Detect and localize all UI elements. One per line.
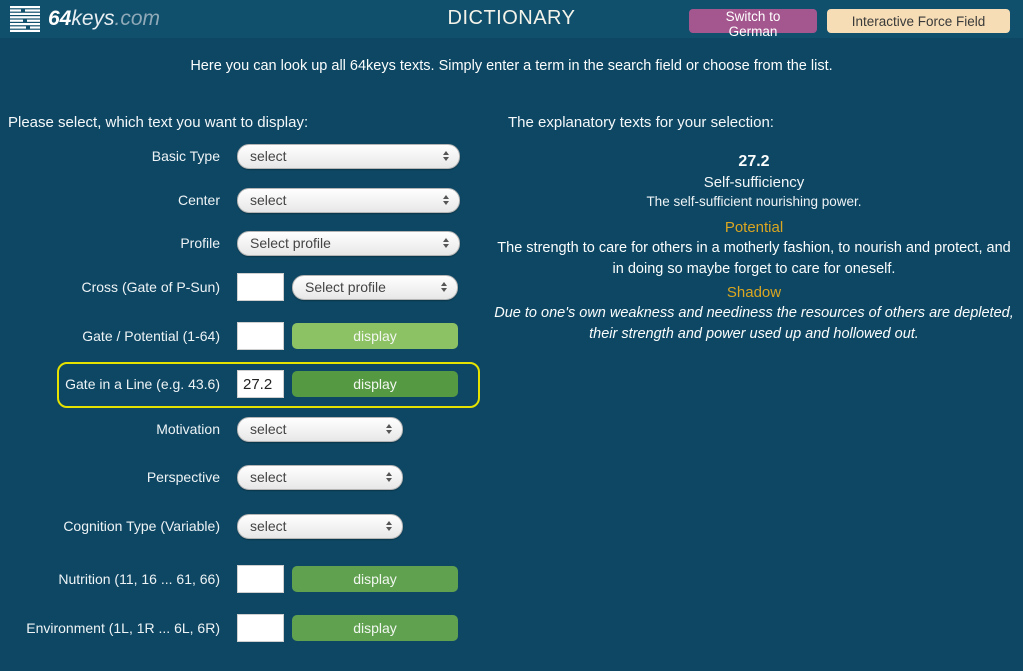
profile-select[interactable]: Select profile — [237, 230, 460, 256]
select-value: select — [250, 148, 287, 164]
row-nutrition: Nutrition (11, 16 ... 61, 66) display — [0, 557, 480, 601]
row-profile: Profile Select profile — [0, 221, 480, 265]
nutrition-input[interactable] — [237, 565, 284, 593]
row-basic-type: Basic Type select — [0, 134, 480, 178]
row-environment: Environment (1L, 1R ... 6L, 6R) display — [0, 606, 480, 650]
result-summary: The self-sufficient nourishing power. — [646, 194, 862, 209]
profile-label: Profile — [180, 235, 220, 251]
select-arrows-icon — [386, 424, 392, 434]
row-gate-in-line: Gate in a Line (e.g. 43.6) display — [0, 362, 480, 406]
intro-text: Here you can look up all 64keys texts. S… — [190, 58, 833, 74]
results-heading: The explanatory texts for your selection… — [508, 114, 774, 131]
center-select[interactable]: select — [237, 187, 460, 213]
gate-in-line-label: Gate in a Line (e.g. 43.6) — [65, 376, 220, 392]
header: 64keys.com DICTIONARY Switch to German I… — [0, 0, 1023, 39]
form-heading: Please select, which text you want to di… — [8, 114, 309, 131]
environment-label: Environment (1L, 1R ... 6L, 6R) — [26, 620, 220, 636]
gate-in-line-input[interactable] — [237, 370, 284, 398]
cross-profile-select[interactable]: Select profile — [292, 274, 458, 300]
select-value: select — [250, 518, 287, 534]
result-code: 27.2 — [738, 153, 770, 170]
nutrition-display-button[interactable]: display — [292, 566, 458, 592]
logo-64: 64 — [48, 7, 72, 30]
select-arrows-icon — [386, 521, 392, 531]
environment-input[interactable] — [237, 614, 284, 642]
shadow-text: Due to one's own weakness and neediness … — [494, 305, 1014, 342]
logo-keys: keys — [71, 7, 115, 30]
select-arrows-icon — [386, 472, 392, 482]
row-cognition: Cognition Type (Variable) select — [0, 504, 480, 548]
select-value: select — [250, 469, 287, 485]
gate-potential-display-button[interactable]: display — [292, 323, 458, 349]
select-arrows-icon — [443, 195, 449, 205]
potential-label: Potential — [724, 219, 784, 236]
logo-text: 64keys.com — [48, 5, 160, 33]
basic-type-label: Basic Type — [151, 148, 220, 164]
switch-to-german-button[interactable]: Switch to German — [689, 9, 817, 39]
potential-text: The strength to care for others in a mot… — [497, 240, 1011, 277]
logo-hexagram-icon — [10, 5, 40, 32]
interactive-force-field-button[interactable]: Interactive Force Field — [827, 9, 1010, 33]
center-label: Center — [177, 192, 220, 208]
logo[interactable]: 64keys.com — [10, 5, 160, 33]
basic-type-select[interactable]: select — [237, 143, 460, 169]
cognition-label: Cognition Type (Variable) — [63, 518, 220, 534]
perspective-select[interactable]: select — [237, 464, 403, 490]
select-value: Select profile — [305, 279, 386, 295]
motivation-label: Motivation — [156, 421, 220, 437]
logo-com: .com — [114, 7, 161, 30]
select-value: select — [250, 192, 287, 208]
row-perspective: Perspective select — [0, 455, 480, 499]
gate-potential-input[interactable] — [237, 322, 284, 350]
nutrition-label: Nutrition (11, 16 ... 61, 66) — [58, 571, 220, 587]
motivation-select[interactable]: select — [237, 416, 403, 442]
row-motivation: Motivation select — [0, 407, 480, 451]
select-value: select — [250, 421, 287, 437]
gate-in-line-display-button[interactable]: display — [292, 371, 458, 397]
select-arrows-icon — [443, 151, 449, 161]
page-title: DICTIONARY — [447, 7, 576, 29]
row-gate-potential: Gate / Potential (1-64) display — [0, 314, 480, 358]
perspective-label: Perspective — [146, 469, 220, 485]
environment-display-button[interactable]: display — [292, 615, 458, 641]
shadow-label: Shadow — [726, 284, 782, 302]
select-value: Select profile — [250, 235, 331, 251]
row-cross: Cross (Gate of P-Sun) Select profile — [0, 265, 480, 309]
cognition-select[interactable]: select — [237, 513, 403, 539]
result-name: Self-sufficiency — [703, 174, 805, 191]
select-arrows-icon — [443, 238, 449, 248]
cross-label: Cross (Gate of P-Sun) — [81, 279, 221, 295]
select-arrows-icon — [441, 282, 447, 292]
row-center: Center select — [0, 178, 480, 222]
gate-potential-label: Gate / Potential (1-64) — [82, 328, 220, 344]
cross-input[interactable] — [237, 273, 284, 301]
results-panel: 27.2 Self-sufficiency The self-sufficien… — [488, 153, 1020, 344]
